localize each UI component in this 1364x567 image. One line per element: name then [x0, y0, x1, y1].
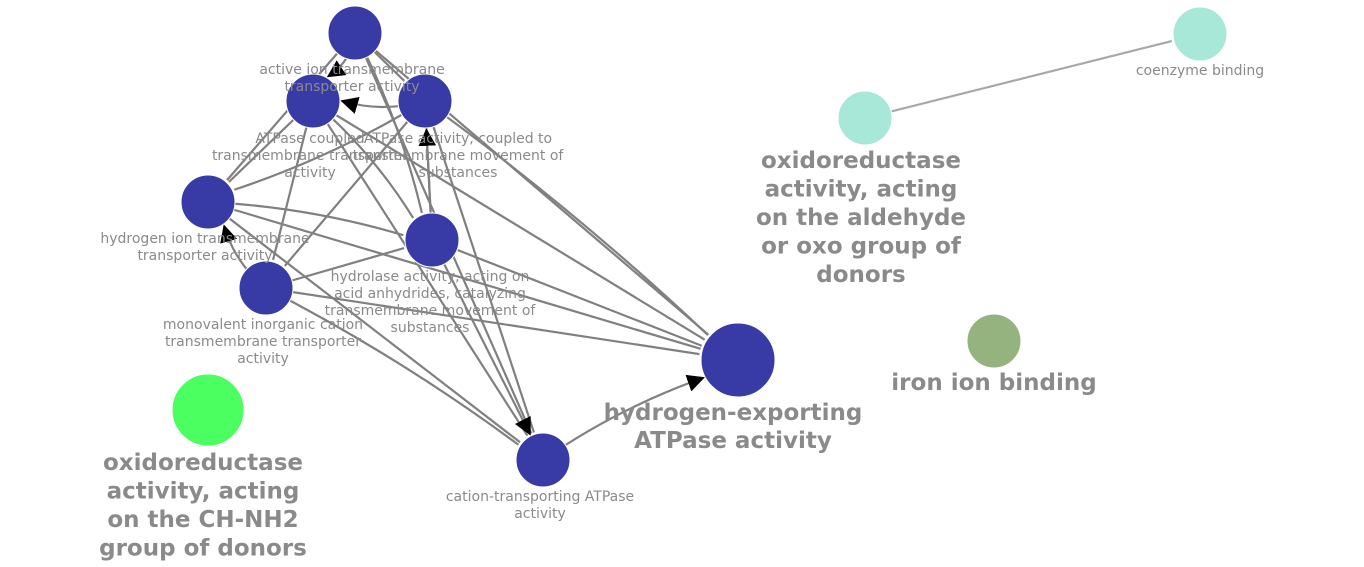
- label-line: hydrogen-exporting: [604, 400, 863, 426]
- edge-top_node-to-hydrogen_exporting: [354, 32, 710, 336]
- edge-atpase_coupled-to-hydrogen_exporting: [424, 100, 709, 336]
- label-line: monovalent inorganic cation: [163, 317, 363, 333]
- label-line: substances: [419, 165, 498, 181]
- label-line: activity, acting: [765, 177, 958, 203]
- edge-layer: [207, 32, 1173, 461]
- edge-monovalent-to-hydrogen_exporting: [265, 286, 700, 356]
- label-oxidoreductase-ch-nh2: oxidoreductase activity, acting on the CH-…: [99, 450, 307, 562]
- edge-atpase_coupled-to-cation_transporting: [423, 100, 535, 433]
- label-line: hydrolase activity, acting on: [331, 269, 530, 285]
- edge-oxidoreductase_aldehyde-to-coenzyme_binding: [864, 39, 1173, 120]
- label-line: ATPase activity, coupled to: [364, 131, 552, 147]
- label-line: transmembrane transporter: [165, 334, 361, 350]
- label-line: iron ion binding: [891, 370, 1096, 396]
- label-layer: active ion transmembrane transporter acti…: [99, 62, 1264, 562]
- node-oxidoreductase-aldehyde[interactable]: [837, 90, 893, 146]
- label-line: oxidoreductase: [103, 450, 303, 476]
- label-line: or oxo group of: [761, 234, 962, 260]
- label-line: activity, acting: [107, 479, 300, 505]
- node-active-ion[interactable]: [285, 73, 341, 129]
- label-line: oxidoreductase: [761, 148, 961, 174]
- label-oxidoreductase-aldehyde: oxidoreductase activity, acting on the ald…: [756, 148, 966, 288]
- node-top-node[interactable]: [327, 5, 383, 61]
- label-line: group of donors: [99, 536, 307, 562]
- label-cation-transporting: cation-transporting ATPase activity: [446, 489, 634, 522]
- label-line: hydrogen ion transmembrane: [100, 231, 309, 247]
- label-hydrogen-ion: hydrogen ion transmembrane transporter ac…: [100, 231, 309, 264]
- node-iron-ion-binding[interactable]: [966, 313, 1022, 369]
- label-hydrogen-exporting: hydrogen-exporting ATPase activity: [604, 400, 863, 454]
- label-line: transmembrane transporter: [212, 148, 408, 164]
- edge-hydrogen_ion-to-hydrogen_exporting: [207, 200, 701, 350]
- node-layer: [171, 5, 1228, 488]
- label-atpase-coupled: ATPase coupled transmembrane transporter a…: [212, 131, 408, 181]
- label-line: on the aldehyde: [756, 205, 966, 231]
- node-cation-transporting[interactable]: [515, 432, 571, 488]
- edge-hydrolase-to-hydrogen_exporting: [431, 238, 703, 347]
- label-iron-ion-binding: iron ion binding: [891, 370, 1096, 396]
- label-line: substances: [391, 320, 470, 336]
- node-coenzyme-binding[interactable]: [1172, 6, 1228, 62]
- label-line: ATPase activity: [634, 428, 832, 454]
- label-line: activity: [284, 165, 336, 181]
- label-line: active ion transmembrane: [259, 62, 444, 78]
- label-line: acid anhydrides, catalyzing: [334, 286, 526, 302]
- label-line: donors: [816, 262, 905, 288]
- label-line: on the CH-NH2: [107, 507, 298, 533]
- node-atpase-coupled[interactable]: [397, 73, 453, 129]
- label-line: transporter activity: [284, 79, 419, 95]
- label-line: cation-transporting ATPase: [446, 489, 634, 505]
- label-line: activity: [237, 351, 289, 367]
- edge-monovalent-to-cation_transporting: [265, 287, 520, 446]
- label-line: ATPase coupled: [255, 131, 364, 147]
- node-hydrolase[interactable]: [404, 212, 460, 268]
- label-line: coenzyme binding: [1136, 63, 1264, 79]
- label-hydrolase: hydrolase activity, acting on acid anhydr…: [325, 269, 537, 336]
- edge-hydrogen_ion-to-cation_transporting: [207, 201, 521, 444]
- label-active-ion: active ion transmembrane transporter acti…: [259, 62, 444, 95]
- node-hydrogen-ion[interactable]: [180, 174, 236, 230]
- label-line: transmembrane movement of: [353, 148, 565, 164]
- node-oxidoreductase-ch-nh2[interactable]: [171, 373, 245, 447]
- label-line: transporter activity: [137, 248, 272, 264]
- node-monovalent[interactable]: [238, 260, 294, 316]
- node-hydrogen-exporting[interactable]: [700, 322, 776, 398]
- label-line: transmembrane movement of: [325, 303, 537, 319]
- label-line: activity: [514, 506, 566, 522]
- label-coenzyme-binding: coenzyme binding: [1136, 63, 1264, 79]
- label-monovalent: monovalent inorganic cation transmembrane…: [163, 317, 363, 367]
- label-atpase-activity-coupled: ATPase activity, coupled to transmembrane…: [353, 131, 565, 181]
